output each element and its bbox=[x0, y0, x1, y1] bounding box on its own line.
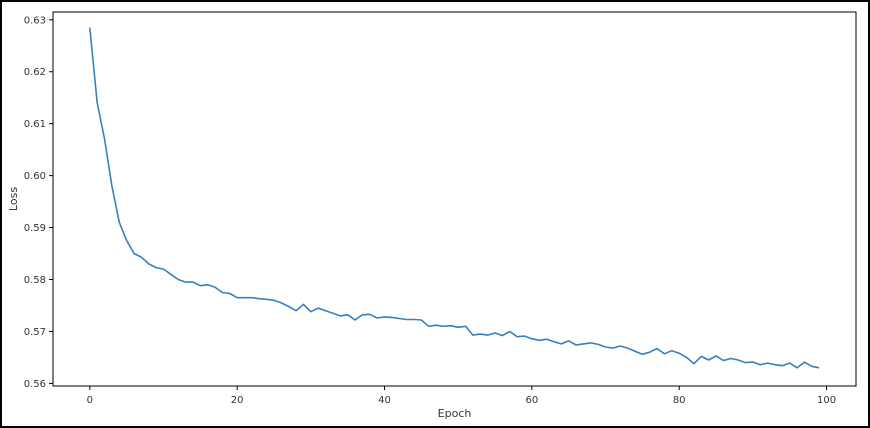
y-axis-label: Loss bbox=[7, 187, 20, 211]
ticks-layer: 0 20 40 60 80 100 0.56 0.57 0.58 0.59 0.60 0.61 0.62… bbox=[24, 15, 836, 406]
y-tick-label: 0.63 bbox=[24, 15, 46, 26]
y-tick-label: 0.57 bbox=[24, 327, 46, 338]
x-axis-label: Epoch bbox=[438, 407, 472, 420]
x-tick-label: 20 bbox=[231, 395, 244, 406]
x-tick-label: 60 bbox=[525, 395, 538, 406]
y-tick-label: 0.61 bbox=[24, 119, 46, 130]
y-tick-label: 0.62 bbox=[24, 67, 46, 78]
y-tick-label: 0.58 bbox=[24, 275, 46, 286]
x-tick-label: 100 bbox=[817, 395, 836, 406]
x-tick-label: 40 bbox=[378, 395, 391, 406]
loss-series-line bbox=[89, 27, 820, 369]
y-tick-label: 0.60 bbox=[24, 171, 46, 182]
plot-area-border bbox=[52, 11, 857, 387]
x-tick-label: 80 bbox=[673, 395, 686, 406]
y-tick-label: 0.56 bbox=[24, 379, 46, 390]
y-tick-label: 0.59 bbox=[24, 223, 46, 234]
x-tick-label: 0 bbox=[87, 395, 93, 406]
